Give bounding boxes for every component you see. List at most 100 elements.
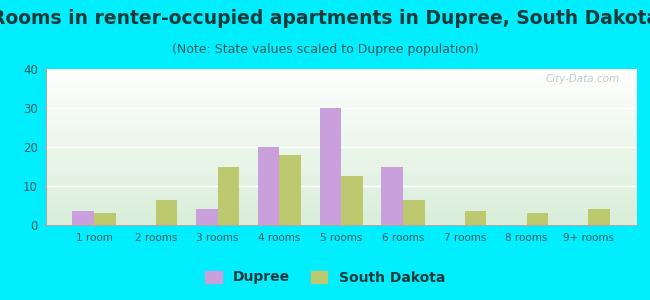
Bar — [46, 83, 637, 85]
Bar — [94, 213, 116, 225]
Bar — [46, 82, 637, 83]
Bar — [46, 130, 637, 131]
Text: Rooms in renter-occupied apartments in Dupree, South Dakota: Rooms in renter-occupied apartments in D… — [0, 9, 650, 28]
Bar — [46, 161, 637, 163]
Bar — [46, 121, 637, 122]
Bar — [46, 78, 637, 80]
Bar — [196, 209, 218, 225]
Bar — [46, 106, 637, 108]
Bar — [46, 166, 637, 167]
Bar — [46, 138, 637, 139]
Bar — [46, 116, 637, 117]
Bar — [46, 173, 637, 175]
Bar — [46, 172, 637, 173]
Bar — [46, 202, 637, 203]
Bar — [46, 209, 637, 211]
Bar — [588, 209, 610, 225]
Bar — [46, 69, 637, 70]
Bar — [156, 200, 177, 225]
Bar — [46, 188, 637, 189]
Bar — [46, 212, 637, 214]
Bar — [46, 111, 637, 113]
Bar — [46, 80, 637, 82]
Bar — [46, 155, 637, 156]
Bar — [46, 136, 637, 138]
Bar — [46, 194, 637, 195]
Bar — [46, 92, 637, 94]
Text: City-Data.com: City-Data.com — [545, 74, 619, 84]
Bar — [46, 150, 637, 152]
Bar — [46, 142, 637, 144]
Bar — [46, 181, 637, 183]
Bar — [46, 203, 637, 205]
Bar — [382, 167, 403, 225]
Bar — [465, 211, 486, 225]
Bar — [46, 141, 637, 142]
Bar — [46, 86, 637, 88]
Bar — [46, 167, 637, 169]
Bar — [46, 177, 637, 178]
Bar — [46, 114, 637, 116]
Bar — [46, 125, 637, 127]
Bar — [46, 100, 637, 102]
Bar — [46, 77, 637, 78]
Bar — [46, 186, 637, 188]
Bar — [46, 169, 637, 170]
Bar — [46, 208, 637, 209]
Bar — [46, 164, 637, 166]
Bar — [46, 128, 637, 130]
Bar — [46, 110, 637, 111]
Bar — [46, 217, 637, 219]
Bar — [46, 74, 637, 75]
Bar — [46, 122, 637, 124]
Bar — [46, 224, 637, 225]
Bar — [46, 184, 637, 186]
Bar — [46, 214, 637, 216]
Bar — [46, 124, 637, 125]
Bar — [46, 85, 637, 86]
Bar — [46, 72, 637, 74]
Bar — [320, 108, 341, 225]
Bar — [72, 211, 94, 225]
Bar — [46, 113, 637, 114]
Bar — [46, 152, 637, 153]
Bar — [46, 89, 637, 91]
Bar — [46, 205, 637, 206]
Bar — [46, 146, 637, 147]
Bar — [258, 147, 280, 225]
Bar — [46, 158, 637, 160]
Bar — [46, 170, 637, 172]
Bar — [46, 127, 637, 128]
Bar — [46, 199, 637, 200]
Bar — [46, 216, 637, 217]
Legend: Dupree, South Dakota: Dupree, South Dakota — [200, 265, 450, 290]
Bar — [46, 160, 637, 161]
Bar — [46, 206, 637, 208]
Bar — [46, 95, 637, 97]
Bar — [46, 119, 637, 121]
Bar — [46, 200, 637, 202]
Bar — [526, 213, 549, 225]
Bar — [46, 134, 637, 136]
Bar — [46, 144, 637, 146]
Bar — [46, 222, 637, 224]
Bar — [280, 155, 301, 225]
Bar — [46, 91, 637, 92]
Bar — [46, 103, 637, 105]
Bar — [46, 97, 637, 99]
Bar — [46, 189, 637, 191]
Text: (Note: State values scaled to Dupree population): (Note: State values scaled to Dupree pop… — [172, 44, 478, 56]
Bar — [403, 200, 424, 225]
Bar — [218, 167, 239, 225]
Bar — [46, 102, 637, 103]
Bar — [46, 197, 637, 199]
Bar — [46, 105, 637, 106]
Bar — [46, 94, 637, 95]
Bar — [46, 178, 637, 180]
Bar — [46, 133, 637, 134]
Bar — [46, 180, 637, 181]
Bar — [46, 70, 637, 72]
Bar — [46, 153, 637, 155]
Bar — [341, 176, 363, 225]
Bar — [46, 219, 637, 220]
